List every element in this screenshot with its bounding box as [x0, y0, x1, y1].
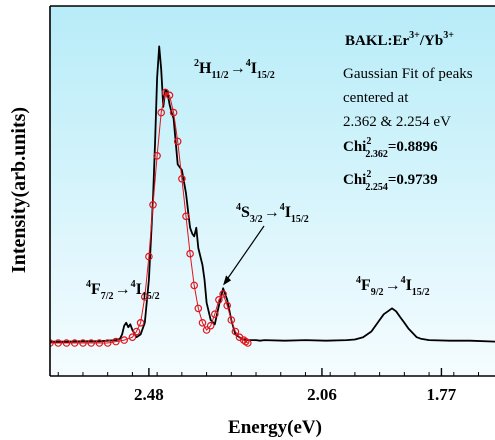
gaussian-fit-point	[169, 108, 178, 117]
chi-square-label: Chi2 2.362=0.8896	[343, 136, 438, 160]
gaussian-fit-point	[173, 137, 182, 146]
gaussian-fit-point	[79, 339, 87, 347]
annotation-arrowhead	[223, 275, 232, 286]
svg-text:4S3/2→4I15/2: 4S3/2→4I15/2	[236, 202, 309, 225]
gaussian-fit-point	[95, 339, 104, 347]
gaussian-fit-point	[223, 301, 232, 310]
svg-text:2H11/2→4I15/2: 2H11/2→4I15/2	[194, 58, 275, 81]
gaussian-fit-point	[165, 91, 174, 100]
gaussian-fit-point	[157, 108, 166, 117]
gaussian-fit-point	[70, 339, 79, 347]
gaussian-fit-point	[128, 333, 137, 342]
gaussian-fit-point	[244, 339, 252, 347]
gaussian-fit-point	[186, 249, 194, 258]
gaussian-fit-point	[112, 337, 120, 346]
gaussian-fit-point	[149, 201, 157, 209]
gaussian-fit-point	[182, 212, 190, 221]
svg-text:4F7/2→4I15/2: 4F7/2→4I15/2	[86, 279, 160, 302]
transition-label-2h11: 2H11/2→4I15/2	[194, 58, 275, 81]
gaussian-fit-point	[202, 326, 211, 334]
gaussian-fit-point	[141, 293, 149, 301]
fit-description-line: 2.362 & 2.254 eV	[343, 114, 451, 130]
gaussian-fit-point	[219, 290, 227, 298]
gaussian-fit-point	[120, 336, 129, 344]
transition-label-4f9: 4F9/2→4I15/2	[356, 275, 430, 298]
gaussian-fit-point	[54, 339, 63, 347]
gaussian-fit-point	[62, 339, 71, 347]
x-tick-label: 2.48	[134, 385, 164, 404]
gaussian-fit-point	[103, 339, 112, 347]
fit-description-line: Gaussian Fit of peaks	[343, 66, 473, 82]
gaussian-fit-point	[227, 316, 236, 324]
chi-square-label: Chi2 2.254=0.9739	[343, 169, 438, 193]
annotation-arrow-line	[226, 225, 265, 280]
x-tick-label: 1.77	[427, 385, 457, 404]
transition-label-4f7: 4F7/2→4I15/2	[86, 279, 160, 302]
gaussian-fit-point	[87, 339, 96, 347]
y-axis-label: Intensity(arb.units)	[8, 107, 30, 273]
gaussian-fit-point	[198, 318, 207, 327]
measured-spectrum-line	[50, 45, 495, 343]
gaussian-fit-point	[231, 327, 240, 336]
transition-label-4s3: 4S3/2→4I15/2	[236, 202, 309, 225]
gaussian-fit-point	[50, 339, 54, 347]
gaussian-fit-point	[153, 152, 161, 160]
gaussian-fit-point	[211, 310, 219, 319]
x-tick-label: 2.06	[307, 385, 337, 404]
gaussian-fit-point	[178, 175, 186, 183]
gaussian-fit-line	[50, 91, 249, 344]
gaussian-fit-point	[136, 318, 145, 327]
gaussian-fit-point	[145, 252, 153, 261]
gaussian-fit-point	[206, 321, 215, 330]
gaussian-fit-point	[132, 327, 141, 336]
svg-text:4F9/2→4I15/2: 4F9/2→4I15/2	[356, 275, 430, 298]
x-axis-label: Energy(eV)	[228, 417, 322, 438]
gaussian-fit-point	[190, 281, 199, 290]
material-label: BAKL:Er3+/Yb3+	[345, 30, 454, 49]
fit-description-line: centered at	[343, 90, 409, 106]
plot-area	[50, 6, 495, 376]
gaussian-fit-point	[215, 295, 223, 304]
gaussian-fit-point	[194, 304, 203, 313]
